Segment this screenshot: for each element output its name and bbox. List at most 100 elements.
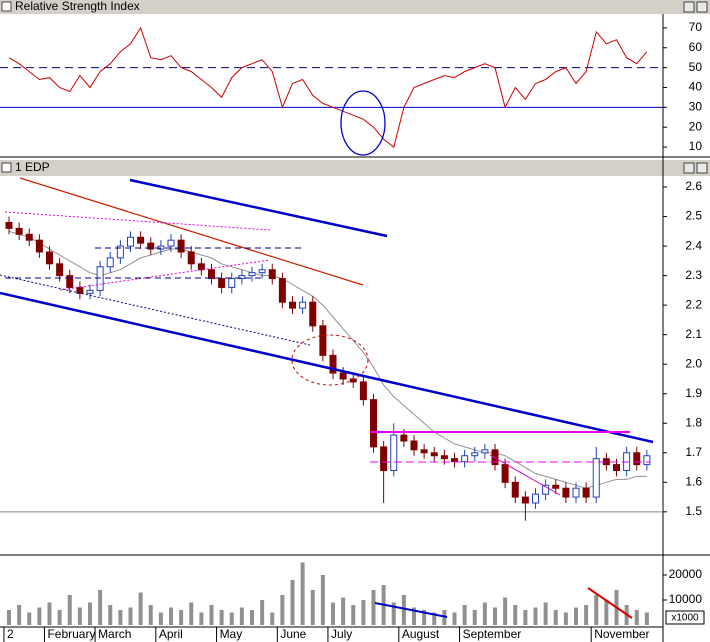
candle-body [481,449,489,454]
candle-body [501,464,509,483]
candle-body [167,239,175,247]
volume-bar [482,602,487,625]
candle-body [451,458,458,463]
candle-body [511,481,519,498]
volume-bar [493,607,497,625]
y-tick-label: 2.6 [685,179,702,193]
volume-bar [563,612,568,625]
candle-body [248,272,256,277]
trend-line [4,211,271,231]
y-tick-label: 30 [689,100,703,114]
volume-bar [513,605,518,625]
volume-bar [462,605,467,625]
candle-body [228,278,236,288]
candle-body [349,378,357,383]
candle-body [5,221,13,229]
volume-bar [371,590,376,625]
candle-body [461,455,469,463]
candle-body [410,440,418,451]
volume-bar [7,610,11,625]
rsi-header [0,0,710,14]
x-tick-label: April [159,627,183,641]
header-button[interactable] [683,162,695,174]
candle-body [491,449,499,466]
unit-label: x1000 [671,613,699,624]
candle-body [390,434,398,472]
volume-bar [543,602,548,625]
volume-bar [523,610,528,625]
header-button[interactable] [683,1,695,13]
x-tick-label: March [98,627,131,641]
volume-bar [331,602,335,625]
candle-body [258,269,266,274]
volume-bar [148,605,153,625]
volume-bar [189,602,194,625]
y-tick-label: 10000 [669,592,703,606]
volume-bar [584,605,589,625]
x-tick-label: May [220,627,243,641]
candle-body [278,278,286,303]
volume-bar [574,607,578,625]
rsi-circle [340,90,386,156]
y-tick-label: 2.2 [685,297,702,311]
candle-body [562,487,570,498]
volume-bar [644,612,649,625]
volume-bar [229,612,234,625]
candle-body [359,381,367,401]
candle-body [106,257,114,268]
y-tick-label: 70 [689,20,703,34]
volume-bar [77,607,82,625]
y-tick-label: 1.5 [685,504,702,518]
volume-bar [88,602,92,625]
candle-body [400,434,408,442]
y-tick-label: 1.9 [685,386,702,400]
y-tick-label: 1.6 [685,474,702,488]
candle-body [96,266,104,291]
header-button[interactable] [696,162,708,174]
candle-body [147,242,155,250]
candle-body [238,275,246,280]
volume-bar [391,602,396,625]
candle-body [187,251,195,265]
candle-body [471,452,479,457]
candle-body [86,289,94,294]
candle-body [430,452,438,457]
volume-bar [634,610,639,625]
volume-bar [239,607,244,625]
volume-bar [128,607,133,625]
x-tick-label: July [331,627,352,641]
volume-bar [594,595,599,625]
volume-bar [98,590,103,625]
volume-bar [452,612,457,625]
price-title: 1 EDP [15,160,50,174]
rsi-title: Relative Strength Index [15,0,140,13]
volume-bar [553,610,558,625]
candle-body [66,275,74,288]
candle-body [329,354,337,374]
candle-body [289,301,296,309]
y-tick-label: 2.0 [685,356,702,370]
candle-body [552,484,560,489]
channel-line [0,274,311,346]
annotations [0,90,654,619]
x-tick-label: June [280,627,306,641]
candle-body [633,452,641,466]
volume-bar [341,597,346,625]
moving-average [8,230,647,489]
candle-body [76,286,84,294]
y-tick-label: 20000 [669,567,703,581]
volume-bar [67,595,72,625]
candle-body [268,269,276,280]
volume-bar [250,610,254,625]
y-tick-label: 60 [689,40,703,54]
y-tick-label: 40 [689,80,703,94]
y-tick-label: 50 [689,60,703,74]
y-tick-label: 2.1 [685,327,702,341]
candle-body [116,245,124,259]
candle-body [127,236,134,247]
x-tick-label: September [463,627,522,641]
trend-line [59,259,271,291]
volume-bar [17,605,22,625]
header-button[interactable] [696,1,708,13]
candle-body [46,251,53,265]
